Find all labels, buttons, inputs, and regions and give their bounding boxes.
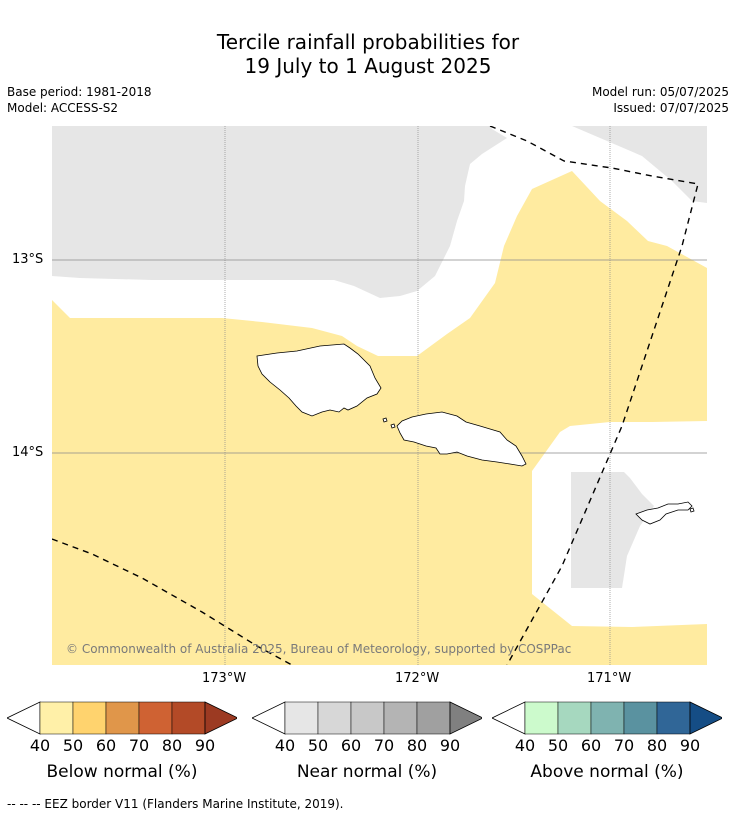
tutuila-island — [635, 501, 693, 525]
islands — [256, 343, 695, 525]
model-run: Model run: 05/07/2025 — [591, 85, 729, 99]
colorbar-above-normal-low-extend — [491, 701, 526, 735]
colorbar-near-normal: 40 50 60 70 80 90 Near normal (%) — [251, 700, 484, 782]
colorbar-near-normal-tick: 60 — [340, 736, 362, 755]
colorbar-above-normal-tick: 90 — [679, 736, 701, 755]
colorbar-above-normal-high-extend — [689, 701, 724, 735]
colorbar-above-normal-swatches — [491, 701, 724, 735]
near-normal-region-northeast — [572, 126, 707, 203]
colorbar-below-normal-tick: 80 — [161, 736, 183, 755]
colorbar-above-normal-swatch — [590, 701, 625, 735]
colorbar-above-normal-tick: 60 — [580, 736, 602, 755]
colorbar-near-normal-tick: 80 — [406, 736, 428, 755]
colorbar-below-normal-tick: 40 — [29, 736, 51, 755]
eez-border-southwest — [52, 538, 293, 665]
colorbar-below-normal-high-extend — [204, 701, 239, 735]
colorbar-near-normal-high-extend — [449, 701, 484, 735]
colorbar-near-normal-tick: 50 — [307, 736, 329, 755]
eez-border — [52, 126, 699, 665]
aunuu-island — [689, 507, 695, 513]
map-copyright: © Commonwealth of Australia 2025, Bureau… — [66, 642, 571, 656]
below-normal-region — [52, 171, 707, 665]
colorbar-near-normal-tick: 70 — [373, 736, 395, 755]
colorbar-above-normal-label: Above normal (%) — [530, 762, 684, 782]
base-period: Base period: 1981-2018 — [7, 85, 152, 99]
colorbar-below-normal-swatches — [6, 701, 239, 735]
meta-right: Model run: 05/07/2025 Issued: 07/07/2025 — [592, 84, 729, 116]
colorbar-below-normal-swatch — [39, 701, 74, 735]
colorbar-below-normal-tick: 50 — [62, 736, 84, 755]
near-normal-region-southeast — [571, 472, 654, 588]
colorbar-below-normal-swatch — [72, 701, 107, 735]
colorbar-below-normal-low-extend — [6, 701, 41, 735]
colorbar-near-normal-tick: 40 — [274, 736, 296, 755]
colorbar-below-normal-swatch — [171, 701, 206, 735]
manono-island — [382, 417, 388, 423]
colorbar-above-normal-swatch — [524, 701, 559, 735]
colorbar-below-normal-label: Below normal (%) — [46, 762, 198, 782]
colorbar-above-normal: 40 50 60 70 80 90 Above normal (%) — [491, 700, 724, 782]
lon-label-171w: 171°W — [587, 671, 632, 686]
colorbar-below-normal-tick: 60 — [95, 736, 117, 755]
map-title: Tercile rainfall probabilities for 19 Ju… — [0, 30, 736, 78]
near-normal-region-north — [52, 126, 507, 298]
lat-label-13s: 13°S — [12, 252, 44, 267]
colorbar-above-normal-tick: 50 — [547, 736, 569, 755]
colorbar-near-normal-swatch — [350, 701, 385, 735]
colorbar-below-normal-swatch — [105, 701, 140, 735]
colorbar-below-normal-swatch — [138, 701, 173, 735]
lat-label-14s: 14°S — [12, 445, 44, 460]
map-canvas: © Commonwealth of Australia 2025, Bureau… — [52, 126, 707, 665]
issued-date: Issued: 07/07/2025 — [613, 101, 729, 115]
meta-left: Base period: 1981-2018 Model: ACCESS-S2 — [7, 84, 152, 116]
colorbar-above-normal-swatch — [557, 701, 592, 735]
title-line-1: Tercile rainfall probabilities for — [216, 30, 520, 54]
colorbar-above-normal-tick: 40 — [514, 736, 536, 755]
colorbar-below-normal-tick: 90 — [194, 736, 216, 755]
graticule — [52, 126, 707, 665]
colorbar-near-normal-low-extend — [251, 701, 286, 735]
colorbar-near-normal-swatch — [416, 701, 451, 735]
colorbar-above-normal-tick: 80 — [646, 736, 668, 755]
colorbar-near-normal-swatch — [284, 701, 319, 735]
colorbar-below-normal-tick: 70 — [128, 736, 150, 755]
apolima-island — [390, 423, 396, 429]
colorbar-near-normal-swatch — [383, 701, 418, 735]
eez-legend-note: -- -- -- EEZ border V11 (Flanders Marine… — [7, 797, 344, 811]
savaii-island — [256, 343, 382, 417]
colorbar-above-normal-swatch — [623, 701, 658, 735]
title-line-2: 19 July to 1 August 2025 — [244, 54, 492, 78]
colorbar-near-normal-label: Near normal (%) — [296, 762, 438, 782]
colorbar-above-normal-tick: 70 — [613, 736, 635, 755]
lon-label-172w: 172°W — [395, 671, 440, 686]
colorbar-near-normal-swatches — [251, 701, 484, 735]
colorbar-below-normal: 40 50 60 70 80 90 Below normal (%) — [6, 700, 239, 782]
colorbar-above-normal-swatch — [656, 701, 691, 735]
upolu-island — [396, 411, 527, 467]
lon-label-173w: 173°W — [202, 671, 247, 686]
colorbar-near-normal-swatch — [317, 701, 352, 735]
colorbar-near-normal-tick: 90 — [439, 736, 461, 755]
model-name: Model: ACCESS-S2 — [7, 101, 119, 115]
